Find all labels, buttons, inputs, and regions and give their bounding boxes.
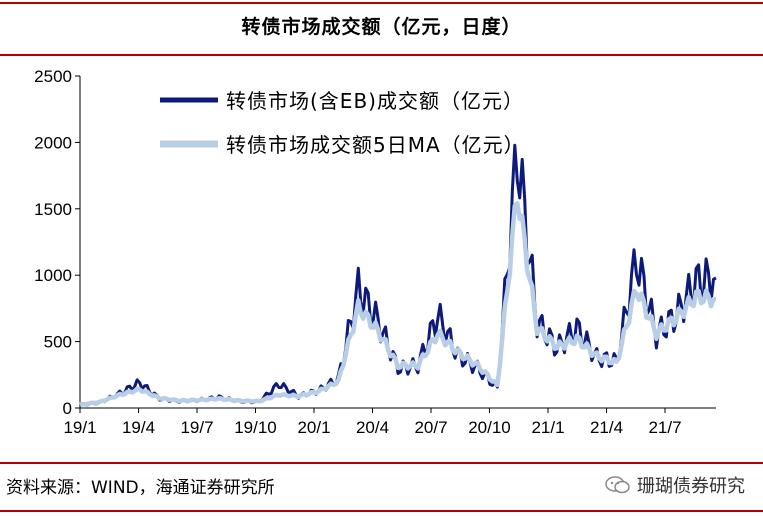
title-band: 转债市场成交额（亿元，日度） [0,0,763,60]
y-tick-label: 2000 [34,133,72,152]
axes: 0 500 1000 1500 2000 2500 19/1 19/4 19/7 19/10 20/… [34,67,716,437]
y-tick-label: 1000 [34,266,72,285]
x-tick-label: 19/4 [122,418,155,437]
x-tick-label: 21/1 [531,418,564,437]
watermark: 珊瑚债券研究 [605,472,745,498]
legend: 转债市场(含EB)成交额（亿元） 转债市场成交额5日MA（亿元） [160,89,525,157]
y-tick-label: 1500 [34,200,72,219]
title-top-rule [0,2,763,4]
x-tick-label: 19/1 [63,418,96,437]
line-chart: 0 500 1000 1500 2000 2500 19/1 19/4 19/7 19/10 20/… [34,67,717,437]
y-tick-label: 0 [63,399,72,418]
x-tick-label: 21/7 [648,418,681,437]
x-tick-label: 19/7 [180,418,213,437]
wechat-icon [605,476,630,494]
source-note: 资料来源：WIND，海通证券研究所 [6,478,275,498]
series-line-ma [79,201,716,407]
title-bottom-rule [0,54,763,56]
watermark-text: 珊瑚债券研究 [637,476,745,497]
footer-rule [0,462,763,464]
chart-title: 转债市场成交额（亿元，日度） [241,16,522,38]
y-tick-label: 2500 [34,67,72,86]
footer-bottom-rule [0,510,763,512]
x-tick-label: 20/4 [356,418,389,437]
legend-label-ma: 转债市场成交额5日MA（亿元） [226,133,525,157]
series-layer [79,143,717,407]
x-tick-label: 20/10 [468,418,511,437]
x-tick-label: 20/1 [297,418,330,437]
x-tick-label: 20/7 [414,418,447,437]
y-tick-label: 500 [44,333,72,352]
x-tick-label: 19/10 [234,418,277,437]
x-tick-label: 21/4 [590,418,623,437]
legend-label-volume: 转债市场(含EB)成交额（亿元） [226,89,524,113]
